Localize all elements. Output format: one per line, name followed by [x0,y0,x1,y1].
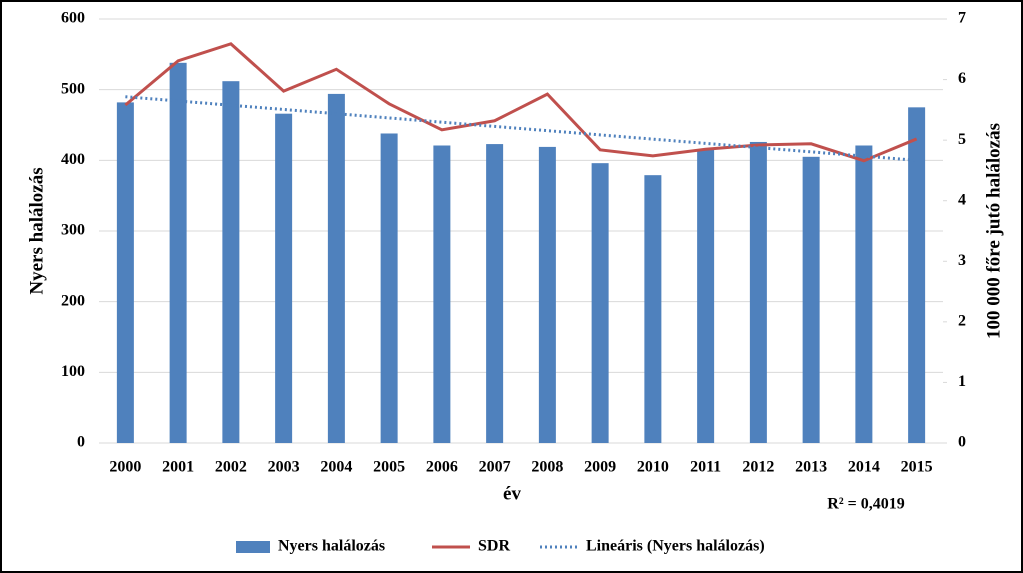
bar [802,156,820,444]
x-tick-label: 2008 [531,459,563,476]
bar [591,163,609,443]
y2-tick-label: 5 [958,131,966,148]
y2-axis-title: 100 000 főre jutó halálozás [983,123,1004,339]
bar [486,144,504,443]
bar [538,146,556,443]
x-tick-label: 2010 [637,459,669,476]
y2-tick-label: 2 [958,313,966,330]
x-axis-title: év [503,483,521,504]
y2-tick-label: 0 [958,434,966,451]
x-tick-label: 2013 [795,459,827,476]
y-tick-label: 200 [61,292,85,309]
y-tick-label: 400 [61,151,85,168]
x-tick-label: 2015 [901,459,933,476]
y-tick-label: 600 [61,10,85,27]
y2-tick-label: 1 [958,373,966,390]
bar [275,113,293,444]
x-tick-label: 2004 [320,459,352,476]
y-tick-label: 300 [61,222,85,239]
x-tick-label: 2007 [479,459,511,476]
bar [116,102,134,444]
y-axis-title: Nyers halálozás [26,167,47,294]
line [124,42,918,163]
bar [222,81,240,443]
bar [644,175,662,443]
y-tick-label: 100 [61,363,85,380]
x-tick-label: 2002 [215,459,247,476]
y2-tick-label: 6 [958,70,966,87]
x-tick-label: 2006 [426,459,458,476]
y2-tick-label: 3 [958,252,966,269]
trendline [125,95,917,162]
legend-label: SDR [478,538,510,555]
x-tick-label: 2003 [268,459,300,476]
x-tick-label: 2014 [848,459,880,476]
bar [908,107,926,443]
legend-label: Nyers halálozás [278,538,385,555]
x-tick-label: 2011 [690,459,721,476]
bar [697,149,715,443]
bar [433,145,451,443]
legend-swatch [236,541,270,553]
bar [327,93,345,443]
bar [169,62,187,444]
bar [380,133,398,444]
x-tick-label: 2000 [109,459,141,476]
bar [749,141,767,443]
annotation: R² = 0,4019 [827,496,904,513]
y2-tick-label: 4 [958,191,966,208]
bar [855,145,873,443]
legend-label: Lineáris (Nyers halálozás) [586,538,765,555]
x-tick-label: 2012 [742,459,774,476]
y-tick-label: 0 [77,434,85,451]
y-tick-label: 500 [61,80,85,97]
x-tick-label: 2001 [162,459,194,476]
y2-tick-label: 7 [958,10,966,27]
x-tick-label: 2005 [373,459,405,476]
x-tick-label: 2009 [584,459,616,476]
